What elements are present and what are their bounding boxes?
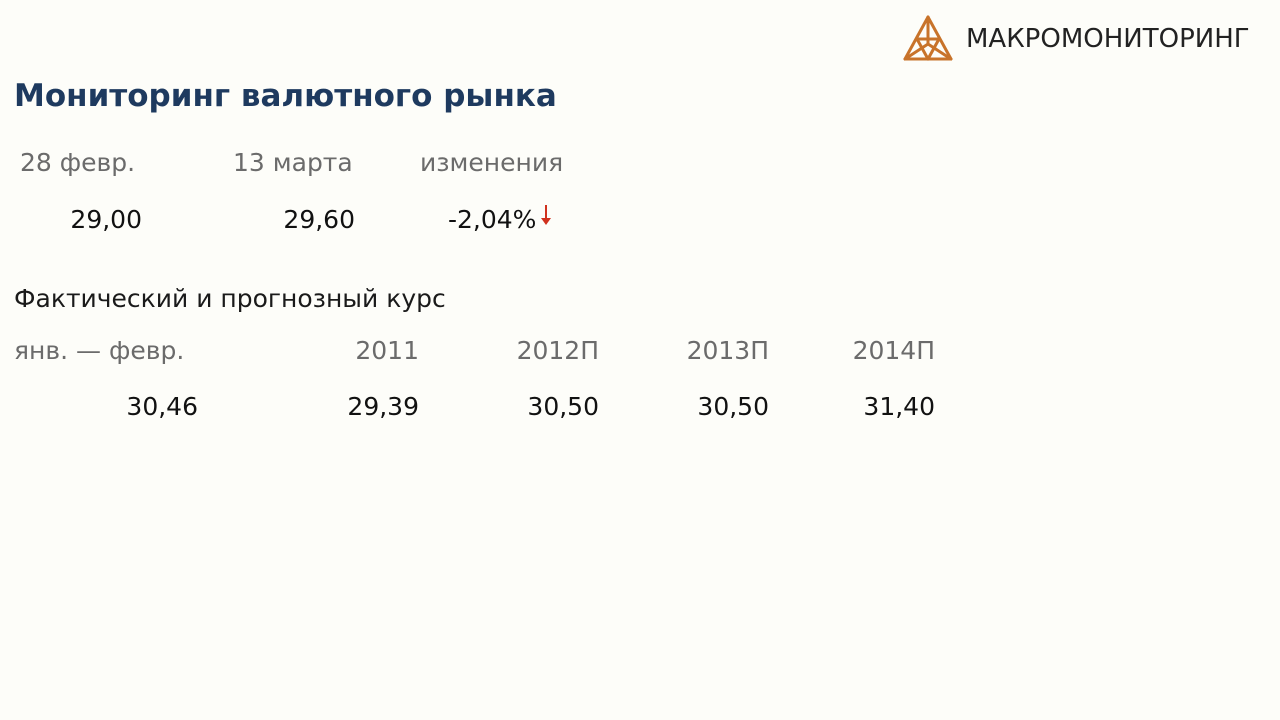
forecast-value-2011: 29,39 — [347, 392, 419, 421]
forecast-header-2012: 2012П — [516, 336, 599, 365]
forecast-value-period: 30,46 — [126, 392, 198, 421]
brand-logo: МАКРОМОНИТОРИНГ — [900, 14, 1250, 64]
header-change: изменения — [420, 148, 564, 177]
arrow-down-icon — [540, 203, 552, 233]
change-value-group: -2,04% — [448, 205, 552, 235]
forecast-value-2012: 30,50 — [527, 392, 599, 421]
header-date-from: 28 февр. — [20, 148, 136, 177]
forecast-title: Фактический и прогнозный курс — [14, 284, 446, 313]
brand-name: МАКРОМОНИТОРИНГ — [966, 24, 1250, 54]
forecast-header-2014: 2014П — [852, 336, 935, 365]
page-title: Мониторинг валютного рынка — [14, 78, 557, 114]
forecast-header-2011: 2011 — [355, 336, 419, 365]
value-date-from: 29,00 — [70, 205, 142, 234]
forecast-header-2013: 2013П — [686, 336, 769, 365]
forecast-header-period: янв. — февр. — [14, 336, 185, 365]
brand-emblem-icon — [903, 15, 953, 61]
value-change: -2,04% — [448, 205, 537, 234]
header-date-to: 13 марта — [233, 148, 353, 177]
forecast-value-2013: 30,50 — [697, 392, 769, 421]
value-date-to: 29,60 — [283, 205, 355, 234]
forecast-value-2014: 31,40 — [863, 392, 935, 421]
